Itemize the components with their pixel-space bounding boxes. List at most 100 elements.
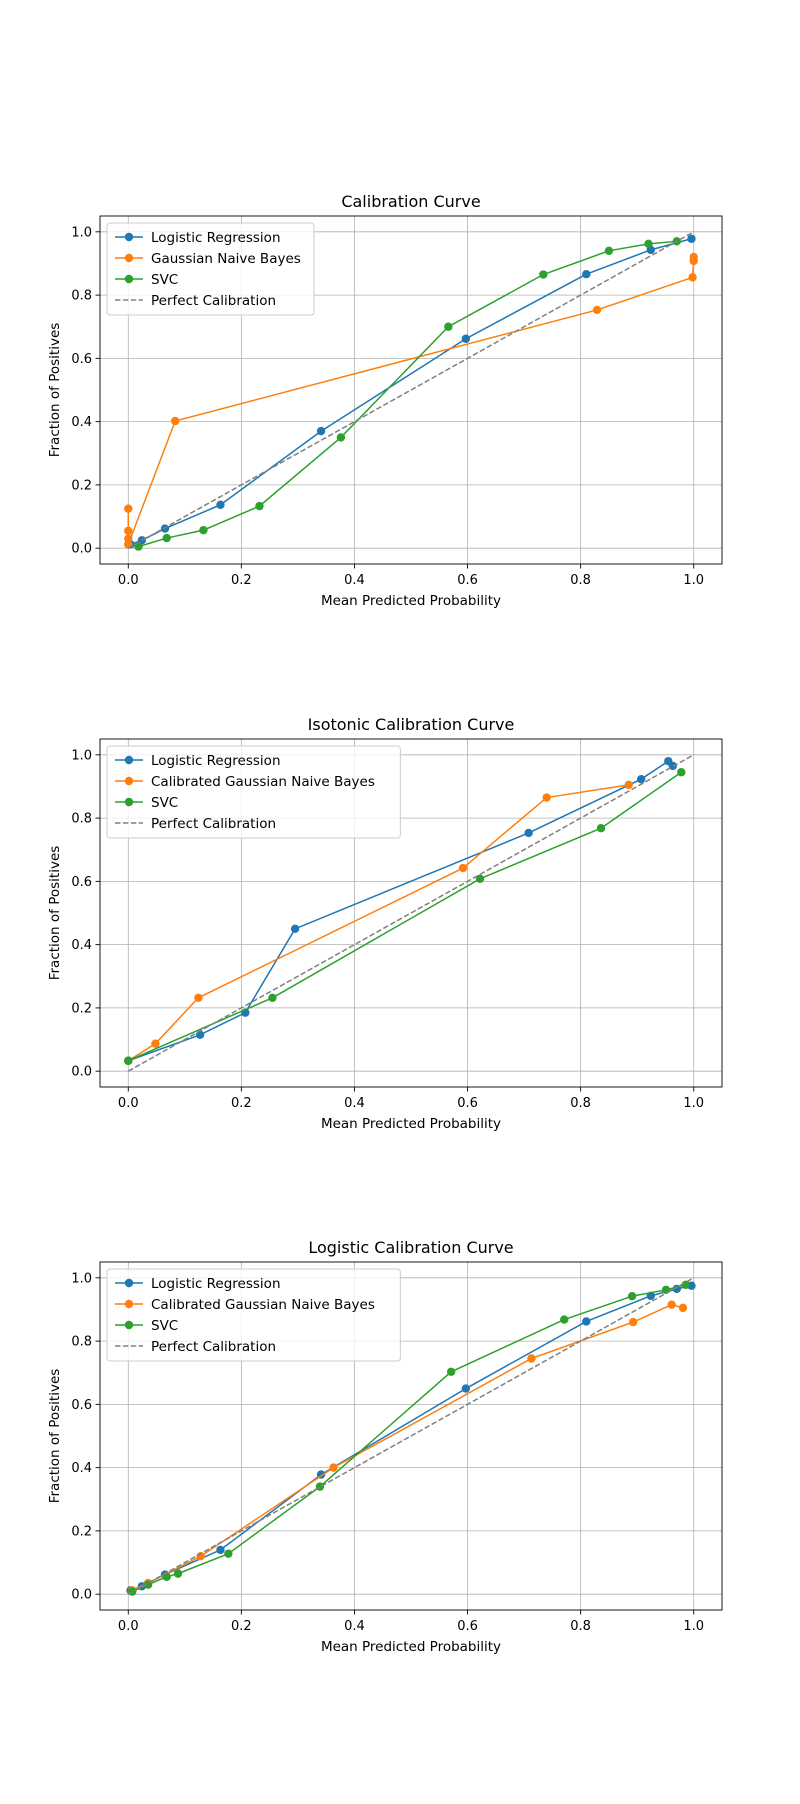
legend-swatch-marker — [124, 274, 134, 284]
y-tick-label: 0.8 — [71, 1335, 92, 1350]
data-point — [124, 504, 133, 513]
axes-frame — [99, 738, 723, 1088]
legend-swatch-marker — [124, 1299, 134, 1309]
data-point — [678, 1303, 688, 1313]
x-tick-label: 0.8 — [570, 1619, 591, 1634]
x-tick-label: 0.4 — [344, 573, 365, 588]
data-point — [224, 1549, 233, 1558]
legend-label: Calibrated Gaussian Naive Bayes — [151, 1297, 375, 1313]
x-tick-label: 0.0 — [118, 1096, 139, 1111]
data-point — [160, 524, 170, 533]
y-tick-label: 0.2 — [71, 478, 92, 493]
data-point — [681, 1280, 691, 1289]
legend-label: Logistic Regression — [151, 753, 281, 769]
data-point — [329, 1463, 338, 1472]
x-tick-label: 0.2 — [231, 573, 252, 588]
data-point — [171, 416, 180, 426]
y-tick-label: 1.0 — [71, 1271, 92, 1286]
x-axis-label: Mean Predicted Probability — [321, 593, 501, 609]
y-tick-label: 0.0 — [71, 542, 92, 557]
data-point — [582, 1317, 591, 1326]
legend-item: Calibrated Gaussian Naive Bayes — [115, 1297, 375, 1313]
data-point — [624, 780, 633, 790]
data-point — [446, 1367, 456, 1376]
data-point — [336, 433, 346, 442]
data-point — [162, 533, 171, 543]
data-point — [677, 768, 686, 777]
x-tick-label: 0.2 — [231, 1619, 252, 1634]
y-tick-label: 0.4 — [71, 938, 92, 953]
x-tick-label: 0.2 — [231, 1096, 252, 1111]
y-tick-label: 0.6 — [71, 875, 92, 890]
series-line-svc — [138, 240, 677, 548]
data-point — [542, 793, 551, 802]
x-tick-label: 0.4 — [344, 1096, 365, 1111]
chart-panel-1: 0.0 0.2 0.4 0.6 0.8 1.0 0.0 0.2 0.4 0.6 0.8 1.0 Cali… — [47, 192, 723, 609]
data-point — [524, 828, 533, 838]
data-point — [527, 1354, 536, 1363]
data-point — [216, 500, 225, 510]
y-tick-label: 0.8 — [71, 812, 92, 827]
legend-swatch-marker — [124, 755, 134, 765]
data-point — [124, 526, 133, 535]
legend-label: Gaussian Naive Bayes — [151, 251, 301, 267]
series-line-perfect-calibration — [127, 754, 695, 1072]
data-point — [461, 1384, 471, 1393]
legend-swatch-marker — [124, 253, 134, 263]
data-point — [644, 239, 653, 249]
data-point — [458, 863, 468, 873]
legend-label: SVC — [151, 795, 178, 811]
y-tick-label: 0.2 — [71, 1001, 92, 1016]
data-point — [582, 270, 591, 279]
legend-swatch-marker — [124, 776, 134, 786]
legend-label: Calibrated Gaussian Naive Bayes — [151, 774, 375, 790]
data-point — [596, 824, 606, 833]
y-tick-label: 0.0 — [71, 1065, 92, 1080]
data-point — [216, 1545, 225, 1555]
data-point — [199, 525, 208, 535]
legend-item: SVC — [115, 272, 178, 288]
data-point — [667, 1300, 676, 1309]
legend-item: Logistic Regression — [115, 230, 281, 246]
legend-label: Perfect Calibration — [151, 816, 276, 832]
x-tick-label: 1.0 — [683, 573, 704, 588]
legend-label: Perfect Calibration — [151, 1339, 276, 1355]
chart-title: Logistic Calibration Curve — [308, 1238, 513, 1257]
legend-item: Perfect Calibration — [115, 1339, 276, 1355]
legend-swatch-marker — [124, 797, 134, 807]
legend-item: SVC — [115, 795, 178, 811]
data-point — [604, 246, 614, 255]
data-point — [124, 1056, 133, 1065]
legend-box — [106, 222, 315, 316]
data-point — [151, 1039, 160, 1048]
data-point — [629, 1317, 638, 1327]
legend-item: Logistic Regression — [115, 753, 281, 769]
legend: Logistic Regression Calibrated Gaussian N… — [106, 745, 401, 839]
legend-label: Logistic Regression — [151, 230, 281, 246]
data-point — [315, 1482, 325, 1491]
data-point — [461, 334, 471, 343]
data-point — [636, 774, 646, 784]
data-point — [255, 501, 264, 511]
axes-frame — [99, 215, 723, 565]
legend-item: Perfect Calibration — [115, 293, 276, 309]
data-point — [627, 1291, 637, 1301]
data-point — [290, 924, 300, 934]
legend-label: SVC — [151, 272, 178, 288]
legend-item: Perfect Calibration — [115, 816, 276, 832]
legend-swatch-marker — [124, 1278, 134, 1288]
x-tick-label: 1.0 — [683, 1096, 704, 1111]
legend-box — [106, 1268, 401, 1362]
series-line-perfect-calibration — [127, 1277, 695, 1595]
y-axis-label: Fraction of Positives — [47, 1369, 63, 1504]
x-tick-label: 0.0 — [118, 1619, 139, 1634]
y-tick-label: 1.0 — [71, 225, 92, 240]
plot-area — [124, 754, 695, 1072]
y-tick-label: 0.0 — [71, 1588, 92, 1603]
chart-title: Calibration Curve — [341, 192, 480, 211]
series-line-calibrated-gaussian-naive-bayes — [127, 784, 629, 1062]
legend: Logistic Regression Gaussian Naive Bayes S… — [106, 222, 315, 316]
x-tick-label: 0.8 — [570, 1096, 591, 1111]
